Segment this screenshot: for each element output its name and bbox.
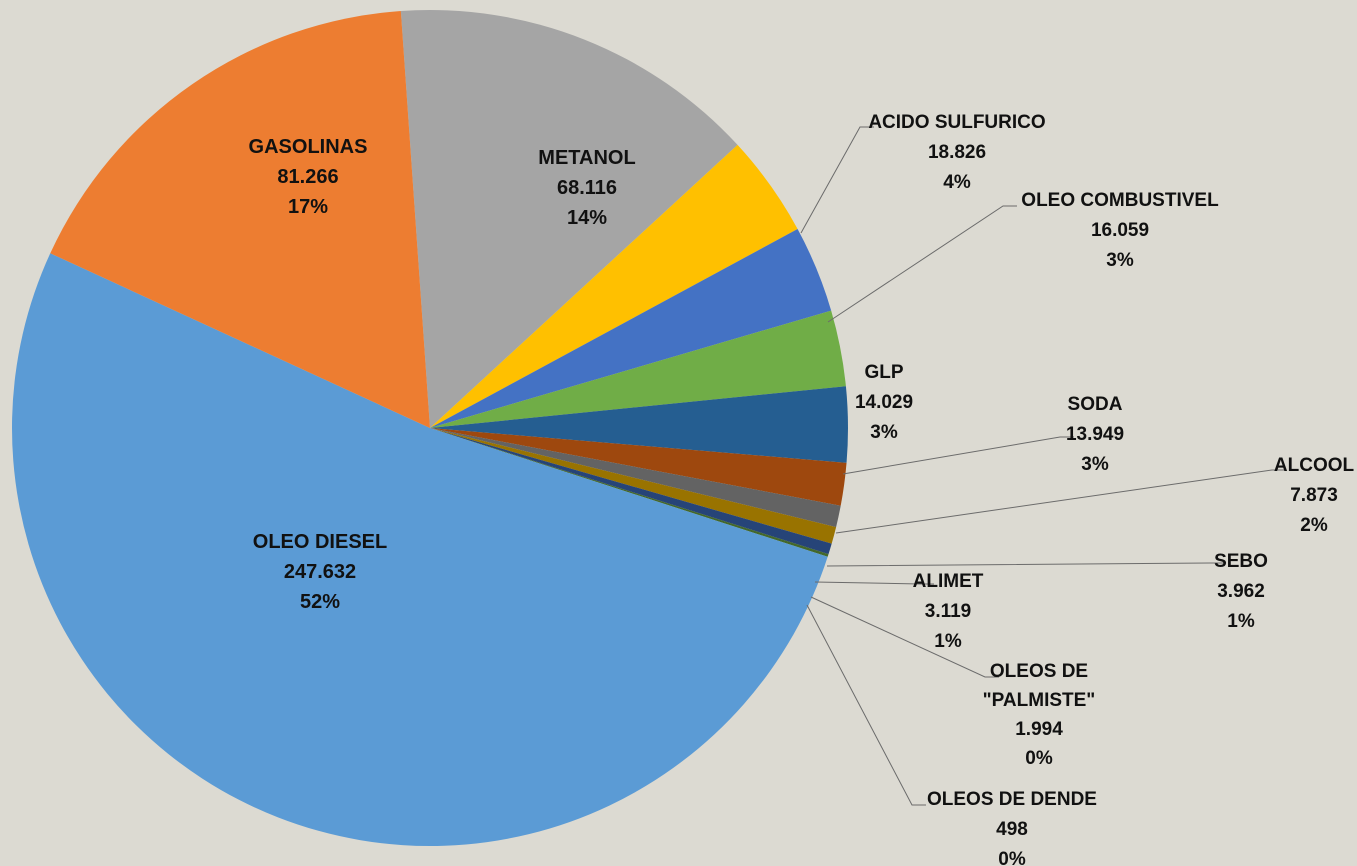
slice-name: OLEOS DE DENDE <box>927 789 1097 810</box>
leader-line-acido-sulfurico <box>800 126 874 234</box>
leader-line-alimet <box>814 581 934 585</box>
slice-metanol <box>400 10 738 428</box>
slice-alcool <box>430 428 847 506</box>
label-sebo: SEBO 3.962 1% <box>1214 551 1268 632</box>
slice-name: OLEO DIESEL <box>253 531 387 553</box>
label-alimet: ALIMET 3.119 1% <box>913 571 984 652</box>
slice-value: 14.029 <box>855 392 913 413</box>
slice-value: 68.116 <box>557 177 617 199</box>
slice-percent: 1% <box>1227 611 1255 632</box>
slice-percent: 3% <box>1106 250 1134 271</box>
slice-name: SODA <box>1068 394 1123 415</box>
slice-percent: 1% <box>934 631 962 652</box>
label-acido-sulfurico: ACIDO SULFURICO 18.826 4% <box>868 112 1045 193</box>
label-gasolinas: GASOLINAS 81.266 17% <box>249 136 368 218</box>
slice-name: "PALMISTE" <box>983 690 1096 711</box>
slice-name: ALIMET <box>913 571 984 592</box>
slice-labels: METANOL 68.116 14% ACIDO SULFURICO 18.826 4% O… <box>249 112 1355 866</box>
slice-name: OLEO COMBUSTIVEL <box>1021 190 1219 211</box>
leader-line-soda <box>842 436 1074 475</box>
slice-percent: 3% <box>1081 454 1109 475</box>
slice-value: 247.632 <box>284 561 356 583</box>
slice-value: 1.994 <box>1015 719 1063 740</box>
slice-alimet <box>430 428 837 544</box>
label-oleo-diesel: OLEO DIESEL 247.632 52% <box>253 531 387 613</box>
pie-slices <box>12 10 848 846</box>
slice-oleo-combustivel <box>430 229 832 428</box>
leader-lines <box>800 126 1286 806</box>
slice-name: METANOL <box>538 147 635 169</box>
slice-name: GLP <box>864 362 903 383</box>
slice-name: GASOLINAS <box>249 136 368 158</box>
slice-value: 13.949 <box>1066 424 1124 445</box>
slice-percent: 2% <box>1300 515 1328 536</box>
slice-name: OLEOS DE <box>990 661 1088 682</box>
slice-value: 3.962 <box>1217 581 1265 602</box>
leader-line-oleos-de-palmiste <box>810 596 999 678</box>
slice-gasolinas <box>50 11 431 429</box>
slice-soda <box>430 386 848 463</box>
slice-acido-sulfurico <box>430 144 798 429</box>
slice-percent: 52% <box>300 591 340 613</box>
slice-oleos-de-palmiste <box>430 428 832 555</box>
slice-percent: 3% <box>870 422 898 443</box>
slice-oleos-de-dende <box>430 428 829 557</box>
label-soda: SODA 13.949 3% <box>1066 394 1124 475</box>
slice-value: 81.266 <box>277 166 338 188</box>
label-oleos-de-dende: OLEOS DE DENDE 498 0% <box>927 789 1097 866</box>
leader-line-alcool <box>835 469 1286 534</box>
slice-name: ALCOOL <box>1274 455 1355 476</box>
slice-percent: 17% <box>288 196 328 218</box>
slice-sebo <box>430 428 841 528</box>
slice-value: 3.119 <box>925 601 972 622</box>
slice-value: 18.826 <box>928 142 986 163</box>
label-alcool: ALCOOL 7.873 2% <box>1274 455 1355 536</box>
slice-percent: 0% <box>1025 748 1053 769</box>
slice-glp <box>430 310 846 428</box>
slice-value: 498 <box>996 819 1028 840</box>
slice-percent: 14% <box>567 207 607 229</box>
leader-line-oleos-de-dende <box>806 604 926 806</box>
label-oleos-de-palmiste: OLEOS DE "PALMISTE" 1.994 0% <box>983 661 1096 769</box>
leader-line-sebo <box>826 562 1224 567</box>
label-oleo-combustivel: OLEO COMBUSTIVEL 16.059 3% <box>1021 190 1219 271</box>
slice-percent: 0% <box>998 849 1026 866</box>
leader-line-oleo-combustivel <box>827 205 1017 323</box>
slice-percent: 4% <box>943 172 971 193</box>
slice-name: ACIDO SULFURICO <box>868 112 1045 133</box>
slice-value: 16.059 <box>1091 220 1149 241</box>
slice-value: 7.873 <box>1290 485 1338 506</box>
label-glp: GLP 14.029 3% <box>855 362 913 443</box>
slice-oleo-diesel <box>12 253 828 846</box>
label-metanol: METANOL 68.116 14% <box>538 147 635 229</box>
slice-name: SEBO <box>1214 551 1268 572</box>
